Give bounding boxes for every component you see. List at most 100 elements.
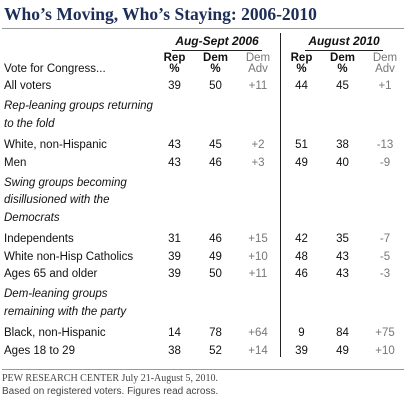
row-label: White non-Hisp Catholics — [4, 250, 134, 263]
column-header: Dem Adv — [363, 51, 407, 75]
cell: -3 — [379, 268, 391, 281]
column-header: Dem Adv — [236, 50, 281, 75]
cell: 42 — [295, 232, 308, 245]
spacer — [154, 280, 195, 321]
group-header: August 2010 — [281, 33, 408, 51]
spacer — [236, 168, 281, 228]
row-label: Ages 18 to 29 — [4, 344, 75, 357]
cell: 39 — [168, 80, 181, 93]
cell: +10 — [236, 244, 281, 263]
cell: 51 — [295, 138, 308, 151]
note: Based on registered voters. Figures read… — [2, 386, 219, 397]
cell: 78 — [209, 326, 222, 339]
cell: 39 — [168, 268, 181, 281]
cell: 39 — [295, 344, 308, 357]
spacer — [195, 92, 236, 133]
cell: 43 — [336, 250, 349, 263]
cell: 46 — [209, 156, 222, 169]
cell: 31 — [168, 232, 181, 245]
section-heading-row: Rep-leaning groups returning to the fold — [4, 92, 407, 134]
cell: -7 — [379, 232, 391, 245]
group-header-row: Aug-Sept 2006 August 2010 — [4, 33, 407, 51]
column-name: Dem — [245, 51, 271, 64]
column-unit: % — [296, 62, 307, 75]
cell: 43 — [336, 268, 349, 281]
cell: -13 — [376, 138, 394, 151]
cell: -5 — [379, 250, 391, 263]
column-unit: Adv — [248, 62, 268, 75]
spacer — [154, 92, 195, 133]
cell: 40 — [336, 156, 349, 169]
column-unit: % — [210, 62, 221, 75]
section-heading: Dem-leaning groups remaining with the pa… — [4, 288, 127, 318]
row-label: Men — [4, 156, 27, 169]
column-name: Dem — [372, 51, 398, 64]
table: Aug-Sept 2006 August 2010 Vote for Congres… — [4, 33, 407, 357]
row-label: Ages 65 and older — [4, 268, 98, 281]
data-row: All voters 39 50 +11 44 45 +1 — [4, 74, 407, 93]
spacer — [363, 92, 407, 133]
cell: 14 — [168, 326, 181, 339]
section-heading-row: Dem-leaning groups remaining with the pa… — [4, 280, 407, 322]
data-row: Ages 65 and older 39 50 +11 46 43 -3 — [4, 262, 407, 281]
cell: +14 — [236, 338, 281, 357]
spacer — [236, 280, 281, 322]
column-header: Rep% — [281, 51, 323, 75]
cell: +64 — [236, 321, 281, 339]
cell: 38 — [336, 138, 349, 151]
cell: 9 — [298, 326, 305, 339]
column-header: Rep% — [154, 51, 195, 75]
spacer — [322, 169, 363, 228]
column-header: Dem% — [195, 51, 236, 75]
cell: 43 — [168, 138, 181, 151]
cell: 46 — [295, 268, 308, 281]
cell: 44 — [295, 80, 308, 93]
spacer — [322, 92, 363, 133]
cell: -9 — [379, 156, 391, 169]
row-label: Independents — [4, 232, 74, 245]
spacer — [363, 280, 407, 321]
group-label: August 2010 — [305, 34, 383, 51]
cell: 49 — [209, 250, 222, 263]
group-header: Aug-Sept 2006 — [154, 33, 281, 51]
cell: 39 — [168, 250, 181, 263]
cell: 84 — [336, 326, 349, 339]
cell: +2 — [236, 133, 281, 151]
cell: 48 — [295, 250, 308, 263]
column-header: Dem% — [322, 51, 363, 75]
data-row: Independents 31 46 +15 42 35 -7 — [4, 227, 407, 245]
corner — [4, 33, 154, 51]
cell: 52 — [209, 344, 222, 357]
spacer — [281, 280, 323, 321]
row-label: Black, non-Hispanic — [4, 326, 106, 339]
spacer — [195, 280, 236, 321]
cell: 45 — [336, 80, 349, 93]
cell: 50 — [209, 80, 222, 93]
cell: 45 — [209, 138, 222, 151]
cell: +75 — [375, 326, 395, 339]
spacer — [195, 169, 236, 228]
column-name: Dem — [330, 51, 355, 64]
cell: 35 — [336, 232, 349, 245]
cell: 46 — [209, 232, 222, 245]
group-label: Aug-Sept 2006 — [172, 34, 262, 51]
spacer — [154, 169, 195, 228]
footer: PEW RESEARCH CENTER July 21-August 5, 20… — [2, 369, 404, 398]
title: Who’s Moving, Who’s Staying: 2006-2010 — [4, 4, 317, 24]
cell: 50 — [209, 268, 222, 281]
cell: +1 — [378, 80, 392, 93]
title-rule — [2, 28, 404, 29]
spacer — [281, 169, 323, 228]
cell: +11 — [236, 74, 281, 93]
spacer — [281, 92, 323, 133]
data-row: White non-Hisp Catholics 39 49 +10 48 43 -5 — [4, 244, 407, 263]
row-header: Vote for Congress... — [4, 62, 106, 75]
section-heading: Rep-leaning groups returning to the fold — [4, 100, 153, 130]
section-heading-row: Swing groups becoming disillusioned with… — [4, 168, 407, 228]
spacer — [236, 92, 281, 134]
row-label: White, non-Hispanic — [4, 138, 107, 151]
cell: +11 — [236, 262, 281, 281]
row-label: All voters — [4, 80, 52, 93]
cell: 49 — [295, 156, 308, 169]
column-unit: % — [337, 62, 348, 75]
